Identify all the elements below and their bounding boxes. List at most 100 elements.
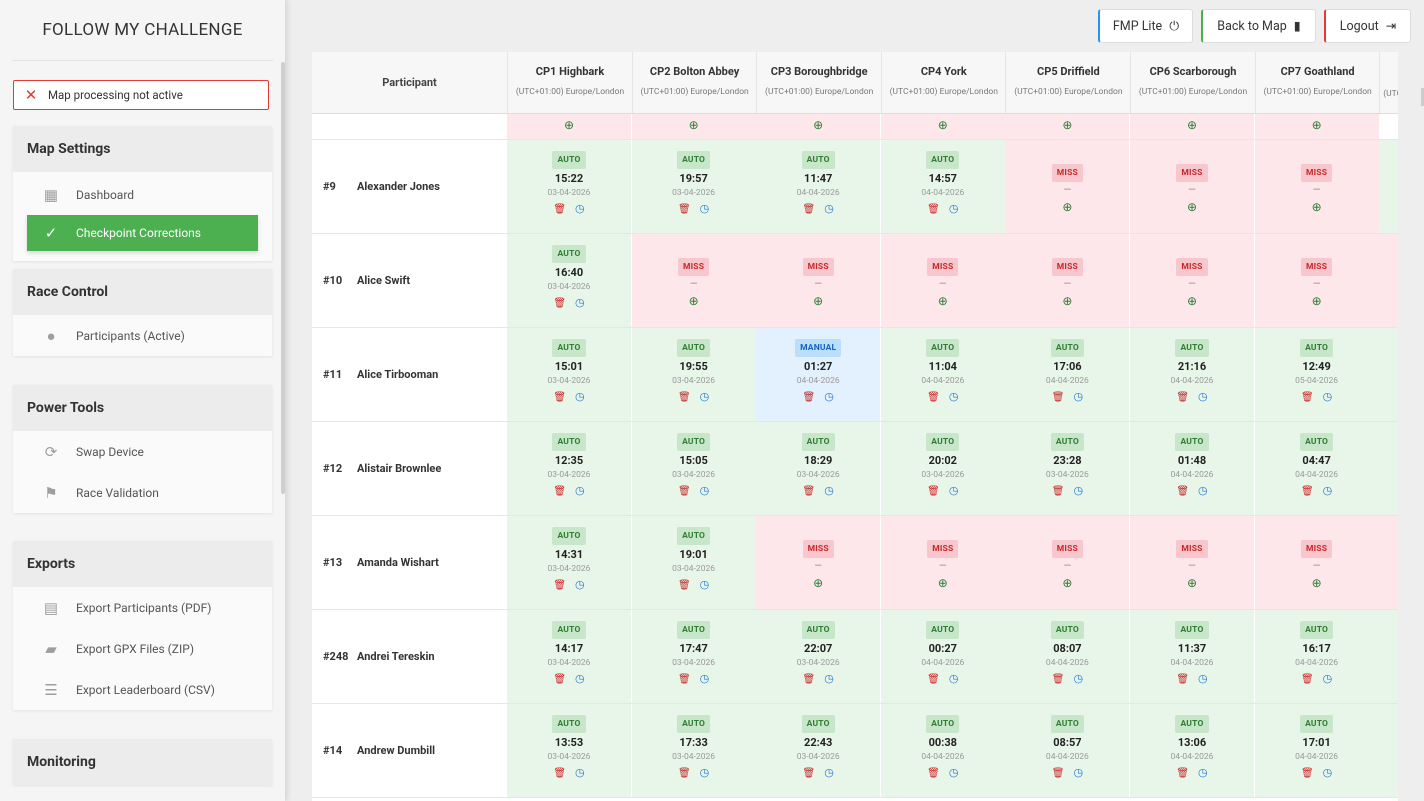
edit-time-icon[interactable]: ◷ <box>948 766 959 779</box>
sidebar-item-dashboard[interactable]: ▦ Dashboard <box>13 174 272 215</box>
edit-time-icon[interactable]: ◷ <box>575 672 585 685</box>
add-checkpoint-icon[interactable]: ⊕ <box>937 576 948 590</box>
add-checkpoint-icon[interactable]: ⊕ <box>1062 294 1073 308</box>
delete-icon[interactable]: 🗑 <box>927 768 940 779</box>
delete-icon[interactable]: 🗑 <box>1051 392 1065 403</box>
sidebar-scrollbar[interactable] <box>281 62 285 494</box>
edit-time-icon[interactable]: ◷ <box>575 766 585 779</box>
edit-time-icon[interactable]: ◷ <box>1322 390 1333 403</box>
sidebar-item-swap-device[interactable]: ⟳ Swap Device <box>13 431 272 472</box>
add-checkpoint-icon[interactable]: ⊕ <box>1186 294 1198 308</box>
delete-icon[interactable]: 🗑 <box>927 392 940 403</box>
edit-time-icon[interactable]: ◷ <box>699 766 710 779</box>
edit-time-icon[interactable]: ◷ <box>824 672 834 685</box>
edit-time-icon[interactable]: ◷ <box>1198 484 1208 497</box>
delete-icon[interactable]: 🗑 <box>802 768 816 779</box>
add-icon[interactable]: ⊕ <box>1186 118 1198 132</box>
add-checkpoint-icon[interactable]: ⊕ <box>688 294 699 308</box>
back-to-map-button[interactable]: Back to Map ▮ <box>1201 9 1316 43</box>
edit-time-icon[interactable]: ◷ <box>824 202 834 215</box>
delete-icon[interactable]: 🗑 <box>553 674 567 685</box>
delete-icon[interactable]: 🗑 <box>677 486 691 497</box>
edit-time-icon[interactable]: ◷ <box>1198 390 1208 403</box>
delete-icon[interactable]: 🗑 <box>802 486 816 497</box>
edit-time-icon[interactable]: ◷ <box>1073 672 1084 685</box>
delete-icon[interactable]: 🗑 <box>677 768 691 779</box>
add-checkpoint-icon[interactable]: ⊕ <box>1186 576 1198 590</box>
edit-time-icon[interactable]: ◷ <box>824 766 834 779</box>
sidebar-item-race-validation[interactable]: ⚑ Race Validation <box>13 472 272 513</box>
delete-icon[interactable]: 🗑 <box>553 580 567 591</box>
add-icon[interactable]: ⊕ <box>563 118 575 132</box>
sidebar-item-export-participants-pdf[interactable]: ▤ Export Participants (PDF) <box>13 587 272 628</box>
delete-icon[interactable]: 🗑 <box>553 204 567 215</box>
edit-time-icon[interactable]: ◷ <box>699 578 710 591</box>
fmp-lite-button[interactable]: FMP Lite ⏻ <box>1098 9 1193 43</box>
delete-icon[interactable]: 🗑 <box>1051 486 1065 497</box>
delete-icon[interactable]: 🗑 <box>927 674 940 685</box>
add-icon[interactable]: ⊕ <box>937 118 948 132</box>
delete-icon[interactable]: 🗑 <box>677 674 691 685</box>
sidebar-item-checkpoint-corrections[interactable]: ✓ Checkpoint Corrections <box>27 215 258 251</box>
delete-icon[interactable]: 🗑 <box>1176 768 1190 779</box>
edit-time-icon[interactable]: ◷ <box>699 390 710 403</box>
delete-icon[interactable]: 🗑 <box>1176 674 1190 685</box>
delete-icon[interactable]: 🗑 <box>1300 768 1314 779</box>
edit-time-icon[interactable]: ◷ <box>575 578 585 591</box>
delete-icon[interactable]: 🗑 <box>1051 674 1065 685</box>
add-icon[interactable]: ⊕ <box>1062 118 1073 132</box>
edit-time-icon[interactable]: ◷ <box>699 484 710 497</box>
add-icon[interactable]: ⊕ <box>813 118 824 132</box>
edit-time-icon[interactable]: ◷ <box>1198 766 1208 779</box>
edit-time-icon[interactable]: ◷ <box>1073 390 1084 403</box>
edit-time-icon[interactable]: ◷ <box>948 390 959 403</box>
delete-icon[interactable]: 🗑 <box>1300 674 1314 685</box>
edit-time-icon[interactable]: ◷ <box>1322 484 1333 497</box>
add-icon[interactable]: ⊕ <box>1311 118 1322 132</box>
delete-icon[interactable]: 🗑 <box>553 392 567 403</box>
edit-time-icon[interactable]: ◷ <box>1322 766 1333 779</box>
edit-time-icon[interactable]: ◷ <box>824 390 834 403</box>
delete-icon[interactable]: 🗑 <box>802 204 816 215</box>
delete-icon[interactable]: 🗑 <box>927 486 940 497</box>
delete-icon[interactable]: 🗑 <box>553 298 567 309</box>
edit-time-icon[interactable]: ◷ <box>699 202 710 215</box>
add-checkpoint-icon[interactable]: ⊕ <box>1311 576 1322 590</box>
delete-icon[interactable]: 🗑 <box>1300 486 1314 497</box>
delete-icon[interactable]: 🗑 <box>1300 392 1314 403</box>
delete-icon[interactable]: 🗑 <box>553 768 567 779</box>
delete-icon[interactable]: 🗑 <box>677 392 691 403</box>
edit-time-icon[interactable]: ◷ <box>575 296 585 309</box>
add-checkpoint-icon[interactable]: ⊕ <box>937 294 948 308</box>
sidebar-item-export-leaderboard-csv[interactable]: ☰ Export Leaderboard (CSV) <box>13 669 272 710</box>
add-checkpoint-icon[interactable]: ⊕ <box>1062 576 1073 590</box>
edit-time-icon[interactable]: ◷ <box>824 484 834 497</box>
delete-icon[interactable]: 🗑 <box>677 580 691 591</box>
edit-time-icon[interactable]: ◷ <box>948 672 959 685</box>
edit-time-icon[interactable]: ◷ <box>948 484 959 497</box>
sidebar-item-export-gpx-zip[interactable]: ▰ Export GPX Files (ZIP) <box>13 628 272 669</box>
add-checkpoint-icon[interactable]: ⊕ <box>813 576 824 590</box>
delete-icon[interactable]: 🗑 <box>927 204 940 215</box>
edit-time-icon[interactable]: ◷ <box>1198 672 1208 685</box>
edit-time-icon[interactable]: ◷ <box>699 672 710 685</box>
add-checkpoint-icon[interactable]: ⊕ <box>813 294 824 308</box>
delete-icon[interactable]: 🗑 <box>802 392 816 403</box>
delete-icon[interactable]: 🗑 <box>1176 392 1190 403</box>
delete-icon[interactable]: 🗑 <box>802 674 816 685</box>
edit-time-icon[interactable]: ◷ <box>575 390 585 403</box>
add-checkpoint-icon[interactable]: ⊕ <box>1311 200 1322 214</box>
edit-time-icon[interactable]: ◷ <box>948 202 959 215</box>
delete-icon[interactable]: 🗑 <box>677 204 691 215</box>
edit-time-icon[interactable]: ◷ <box>1073 766 1084 779</box>
edit-time-icon[interactable]: ◷ <box>575 202 585 215</box>
delete-icon[interactable]: 🗑 <box>1176 486 1190 497</box>
delete-icon[interactable]: 🗑 <box>1051 768 1065 779</box>
add-checkpoint-icon[interactable]: ⊕ <box>1062 200 1073 214</box>
add-icon[interactable]: ⊕ <box>688 118 699 132</box>
logout-button[interactable]: Logout ⇥ <box>1324 9 1411 43</box>
delete-icon[interactable]: 🗑 <box>553 486 567 497</box>
sidebar-item-participants-active[interactable]: ● Participants (Active) <box>13 315 272 356</box>
edit-time-icon[interactable]: ◷ <box>1073 484 1084 497</box>
edit-time-icon[interactable]: ◷ <box>575 484 585 497</box>
